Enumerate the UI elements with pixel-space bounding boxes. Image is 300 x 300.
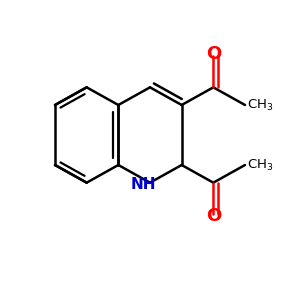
Text: CH$_3$: CH$_3$ [247,158,273,172]
Text: O: O [206,45,221,63]
Text: O: O [206,207,221,225]
Text: CH$_3$: CH$_3$ [247,98,273,112]
Text: NH: NH [130,177,156,192]
